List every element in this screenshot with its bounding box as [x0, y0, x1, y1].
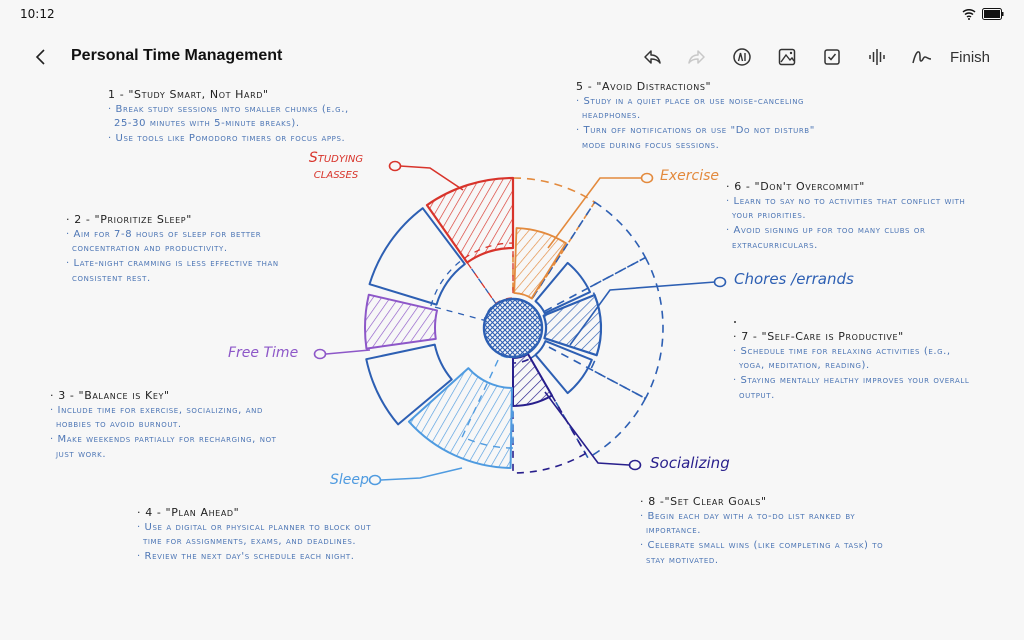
sleep-connector: [380, 467, 463, 481]
free-time-connector: [325, 349, 371, 355]
note-bullet: · Avoid signing up for too many clubs or…: [726, 225, 926, 251]
ai-icon: [733, 48, 751, 66]
battery-icon: [982, 8, 1004, 20]
audio-button[interactable]: [864, 44, 890, 70]
status-time: 10:12: [20, 7, 55, 21]
wifi-icon: [962, 8, 976, 20]
note-heading: · 3 - "Balance is Key": [50, 389, 170, 402]
finish-button[interactable]: Finish: [949, 48, 990, 66]
note-bullet: · Late-night cramming is less effective …: [66, 258, 279, 284]
note-bullet: · Review the next day's schedule each ni…: [137, 551, 355, 563]
note-bullet: · Study in a quiet place or use noise-ca…: [576, 95, 805, 122]
hub-circle: [482, 297, 544, 359]
note-heading: · 6 - "Don't Overcommit": [726, 180, 865, 193]
note-7: · 7 - "Self-Care is Productive" · Schedu…: [733, 330, 977, 404]
label-sleep: Sleep: [330, 472, 369, 488]
socializing-connector: [544, 391, 630, 466]
label-socializing: Socializing: [650, 454, 730, 472]
chores-segment: [534, 261, 592, 315]
note-bullet: · Schedule time for relaxing activities …: [733, 345, 951, 372]
checkbox-icon: [824, 49, 840, 65]
stray-dot: [734, 321, 736, 323]
redo-icon: [688, 50, 705, 64]
note-bullet: · Learn to say no to activities that con…: [726, 195, 966, 222]
note-bullet: · Make weekends partially for recharging…: [50, 434, 277, 460]
note-bullet: · Celebrate small wins (like completing …: [640, 540, 884, 566]
checkbox-button[interactable]: [819, 44, 845, 70]
note-2: · 2 - "Prioritize Sleep" · Aim for 7-8 h…: [66, 213, 312, 287]
note-bullet: · Aim for 7-8 hours of sleep for better …: [66, 228, 262, 255]
chores-segment: [542, 293, 603, 357]
note-heading: 1 - "Study Smart, Not Hard": [108, 88, 269, 101]
note-4: · 4 - "Plan Ahead" · Use a digital or ph…: [137, 506, 381, 565]
redo-button[interactable]: [684, 44, 710, 70]
note-bullet: · Begin each day with a to-do list ranke…: [640, 510, 856, 537]
note-bullet: · Use tools like Pomodoro timers or focu…: [108, 133, 346, 145]
undo-icon: [644, 50, 661, 64]
exercise-connector: [547, 177, 642, 249]
sleep-segment: [407, 367, 513, 469]
note-bullet: · Staying mentally healthy improves your…: [733, 375, 970, 401]
chevron-left-icon: [35, 49, 45, 65]
note-1: 1 - "Study Smart, Not Hard" · Break stud…: [108, 88, 356, 147]
outline-segment: [368, 207, 466, 306]
chores-connector-dot: [713, 276, 727, 288]
outline-segment: [534, 340, 593, 395]
chores-connector: [569, 281, 716, 346]
exercise-connector-dot: [640, 172, 654, 184]
free-time-segment: [364, 293, 438, 350]
sleep-connector-dot: [368, 474, 382, 486]
image-icon: [778, 48, 796, 66]
undo-button[interactable]: [639, 44, 665, 70]
note-heading: · 4 - "Plan Ahead": [137, 506, 240, 519]
pen-button[interactable]: [909, 44, 935, 70]
label-studying: Studying classes: [308, 150, 364, 182]
toolbar: Personal Time Management Finish: [0, 40, 1024, 74]
dashed-segment: [529, 343, 647, 459]
pen-icon: [912, 51, 932, 64]
note-heading: · 8 -"Set Clear Goals": [640, 495, 767, 508]
note-5: 5 - "Avoid Distractions" · Study in a qu…: [576, 80, 822, 154]
note-6: · 6 - "Don't Overcommit" · Learn to say …: [726, 180, 972, 254]
audio-icon: [869, 49, 885, 65]
free-time-connector-dot: [313, 348, 327, 360]
studying-segment: [425, 176, 515, 264]
note-3: · 3 - "Balance is Key" · Include time fo…: [50, 389, 296, 463]
status-bar: 10:12: [0, 0, 1024, 30]
socializing-connector-dot: [628, 459, 642, 471]
image-button[interactable]: [774, 44, 800, 70]
back-button[interactable]: [30, 46, 52, 68]
note-bullet: · Break study sessions into smaller chun…: [108, 103, 349, 130]
ai-button[interactable]: [729, 44, 755, 70]
dashed-segment: [430, 257, 497, 321]
exercise-segment: [513, 227, 567, 300]
page-title: Personal Time Management: [71, 47, 283, 64]
note-bullet: · Include time for exercise, socializing…: [50, 404, 263, 431]
note-heading: 5 - "Avoid Distractions": [576, 80, 712, 93]
label-exercise: Exercise: [660, 168, 719, 184]
note-8: · 8 -"Set Clear Goals" · Begin each day …: [640, 495, 888, 569]
socializing-segment: [512, 352, 553, 407]
note-bullet: · Turn off notifications or use "Do not …: [576, 125, 815, 151]
studying-connector-dot: [388, 160, 402, 172]
label-free-time: Free Time: [228, 345, 299, 361]
outline-segment: [365, 343, 453, 426]
note-heading: · 2 - "Prioritize Sleep": [66, 213, 192, 226]
studying-connector: [399, 165, 464, 191]
note-heading: · 7 - "Self-Care is Productive": [733, 330, 904, 343]
label-chores: Chores /errands: [734, 270, 854, 288]
note-bullet: · Use a digital or physical planner to b…: [137, 521, 372, 548]
